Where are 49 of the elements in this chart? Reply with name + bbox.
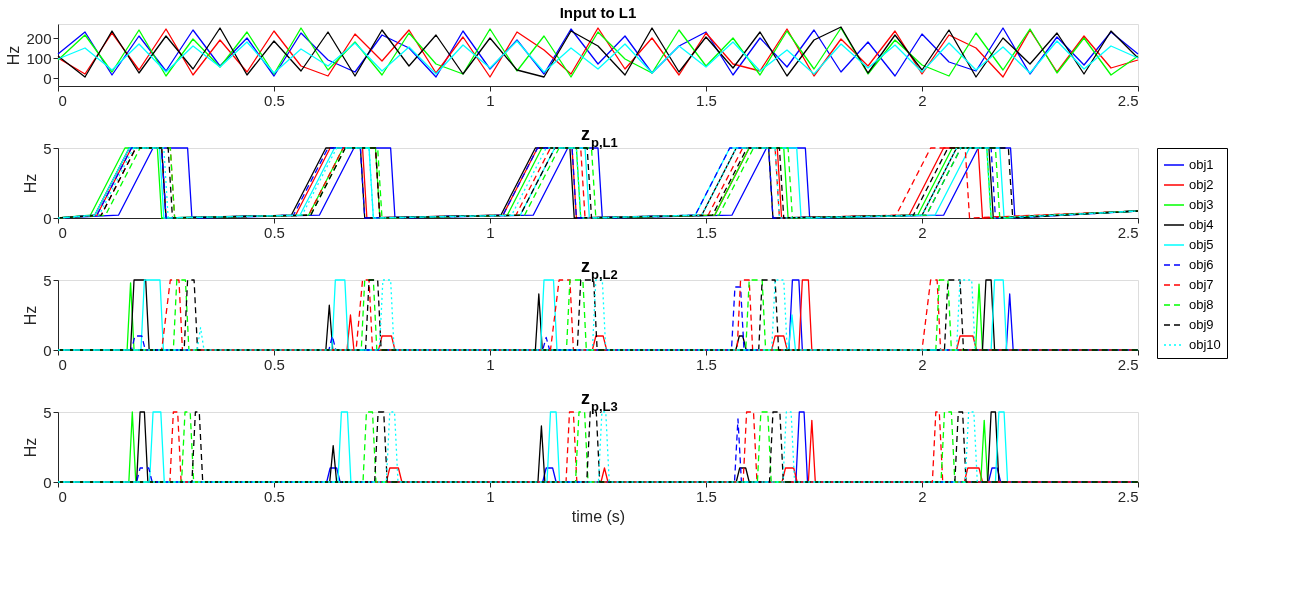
y-axis-title: Hz: [22, 437, 40, 458]
y-axis-title: Hz: [5, 45, 23, 66]
legend-label: obj1: [1189, 157, 1214, 172]
y-tick-label: 5: [43, 139, 52, 157]
x-tick-label: 0.5: [264, 223, 285, 241]
legend-label: obj8: [1189, 297, 1214, 312]
x-axis-title: time (s): [571, 507, 626, 525]
x-tick-label: 1: [486, 487, 495, 505]
legend-label: obj4: [1189, 217, 1214, 232]
y-tick-label: 0: [43, 209, 52, 227]
chart-title: Input to L1: [559, 4, 637, 21]
x-tick-label: 0: [58, 223, 67, 241]
x-tick-label: 0: [58, 355, 67, 373]
legend-label: obj9: [1189, 317, 1214, 332]
x-tick-label: 1.5: [696, 223, 717, 241]
y-tick-label: 0: [43, 341, 52, 359]
legend-label: obj3: [1189, 197, 1214, 212]
x-tick-label: 2.5: [1117, 223, 1139, 241]
legend-label: obj10: [1189, 337, 1221, 352]
legend-label: obj5: [1189, 237, 1214, 252]
x-tick-label: 0.5: [264, 487, 285, 505]
y-axis-title: Hz: [22, 305, 40, 326]
x-tick-label: 2.5: [1117, 487, 1139, 505]
x-tick-label: 1: [486, 91, 495, 109]
x-tick-label: 0: [58, 487, 67, 505]
x-tick-label: 2.5: [1117, 91, 1139, 109]
x-tick-label: 2: [918, 91, 927, 109]
y-tick-label: 5: [43, 403, 52, 421]
legend-label: obj2: [1189, 177, 1214, 192]
x-tick-label: 1: [486, 355, 495, 373]
y-tick-label: 100: [26, 49, 52, 67]
x-tick-label: 0: [58, 91, 67, 109]
x-tick-label: 1: [486, 223, 495, 241]
legend-label: obj7: [1189, 277, 1214, 292]
x-tick-label: 2.5: [1117, 355, 1139, 373]
x-tick-label: 1.5: [696, 91, 717, 109]
x-tick-label: 1.5: [696, 355, 717, 373]
y-tick-label: 5: [43, 271, 52, 289]
x-tick-label: 2: [918, 487, 927, 505]
y-tick-label: 0: [43, 69, 52, 87]
x-tick-label: 0.5: [264, 355, 285, 373]
x-tick-label: 2: [918, 223, 927, 241]
y-tick-label: 200: [26, 29, 52, 47]
x-tick-label: 0.5: [264, 91, 285, 109]
x-tick-label: 2: [918, 355, 927, 373]
legend-label: obj6: [1189, 257, 1214, 272]
x-tick-label: 1.5: [696, 487, 717, 505]
y-tick-label: 0: [43, 473, 52, 491]
y-axis-title: Hz: [22, 173, 40, 194]
